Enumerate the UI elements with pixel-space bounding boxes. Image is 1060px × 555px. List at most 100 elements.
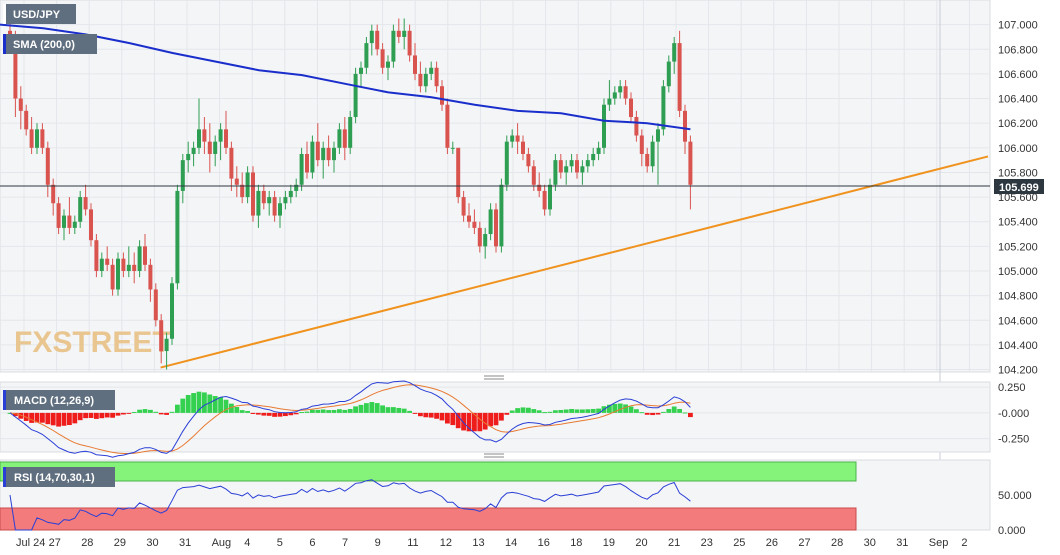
macd-hist-bar — [115, 412, 121, 416]
candle — [602, 98, 606, 154]
candle-body — [553, 160, 558, 185]
candle — [18, 86, 23, 130]
candle — [229, 141, 234, 191]
macd-hist-bar — [126, 412, 132, 414]
symbol-tag[interactable]: USD/JPY — [3, 4, 76, 24]
candle-body — [342, 129, 347, 148]
candle-body — [375, 30, 380, 50]
candle-body — [348, 117, 353, 148]
candle — [629, 92, 633, 124]
price-tick-label: 105.600 — [998, 192, 1038, 204]
candle — [461, 190, 466, 222]
macd-hist-bar — [261, 412, 267, 416]
candle-body — [580, 166, 585, 173]
macd-hist-bar — [315, 409, 321, 413]
resize-handle-icon[interactable] — [484, 375, 504, 380]
candle-body — [213, 141, 218, 154]
macd-hist-bar — [520, 407, 526, 413]
macd-hist-bar — [434, 412, 439, 419]
macd-hist-bar — [88, 412, 94, 418]
price-tick-label: 105.000 — [998, 266, 1038, 278]
candle — [94, 234, 99, 278]
candle-body — [526, 153, 531, 167]
macd-hist-bar — [466, 412, 472, 432]
candle-body — [191, 147, 196, 154]
candle-body — [440, 86, 444, 105]
candle — [380, 43, 385, 74]
macd-hist-bar — [83, 412, 88, 419]
candle-body — [688, 141, 693, 185]
symbol-tag-bg — [3, 4, 76, 24]
candle-body — [202, 129, 207, 142]
candle-body — [67, 215, 72, 228]
candle — [245, 166, 250, 204]
candle-body — [650, 141, 655, 167]
macd-hist-bar — [644, 412, 650, 415]
candle — [359, 61, 363, 87]
macd-tag[interactable]: MACD (12,26,9) — [3, 390, 115, 410]
date-tick-label: 29 — [114, 537, 126, 549]
candle-body — [407, 30, 412, 56]
date-tick-label: 6 — [309, 537, 315, 549]
macd-hist-bar — [175, 404, 180, 413]
rsi-tag[interactable]: RSI (14,70,30,1) — [3, 467, 115, 487]
rsi-label: RSI (14,70,30,1) — [14, 472, 95, 484]
candle-body — [143, 246, 147, 265]
candle-body — [148, 264, 153, 290]
candle — [580, 160, 585, 185]
candle-body — [245, 172, 250, 198]
candle — [256, 184, 261, 228]
candle-body — [224, 129, 228, 148]
candle — [105, 246, 110, 271]
resize-handle-icon[interactable] — [484, 453, 504, 458]
candle — [202, 117, 207, 154]
price-tick-label: 106.400 — [998, 94, 1038, 106]
candle-body — [537, 184, 542, 191]
candle-body — [261, 190, 266, 204]
macd-hist-bar — [407, 410, 412, 413]
macd-hist-bar — [612, 403, 618, 413]
macd-hist-bar — [585, 409, 591, 413]
date-tick-label: 30 — [864, 537, 876, 549]
candle — [375, 24, 380, 56]
candle-body — [326, 147, 331, 161]
candle — [35, 123, 39, 154]
macd-hist-bar — [418, 412, 423, 417]
macd-hist-bar — [671, 406, 677, 413]
candle-body — [634, 117, 639, 136]
candle-body — [299, 153, 304, 185]
candle-body — [585, 160, 590, 167]
date-tick-label: 27 — [798, 537, 810, 549]
candle — [261, 184, 266, 210]
price-tick-label: 105.200 — [998, 241, 1038, 253]
candle-body — [504, 141, 509, 185]
candle-body — [310, 141, 315, 173]
candle-body — [467, 215, 471, 222]
date-tick-label: 20 — [635, 537, 647, 549]
candle-body — [305, 153, 309, 173]
date-tick-label: 28 — [831, 537, 843, 549]
candle — [143, 234, 147, 271]
candle — [240, 172, 245, 204]
date-tick-label: Sep — [929, 537, 949, 549]
candle — [121, 252, 126, 278]
macd-hist-bar — [29, 412, 34, 423]
macd-hist-bar — [34, 412, 40, 423]
candle — [137, 240, 142, 278]
candle — [450, 141, 455, 154]
macd-hist-bar — [299, 411, 304, 413]
candle — [477, 221, 482, 253]
macd-hist-bar — [158, 412, 164, 415]
candle-body — [364, 43, 369, 68]
sma-tag[interactable]: SMA (200,0) — [3, 34, 97, 54]
candle — [267, 190, 272, 216]
macd-hist-bar — [326, 410, 331, 413]
candle — [83, 184, 88, 216]
candle — [612, 86, 617, 105]
candle — [515, 123, 520, 154]
symbol-label: USD/JPY — [13, 9, 61, 21]
candle — [78, 190, 83, 228]
candle — [180, 153, 185, 204]
candle-body — [359, 67, 363, 74]
price-tick-label: 106.000 — [998, 143, 1038, 155]
